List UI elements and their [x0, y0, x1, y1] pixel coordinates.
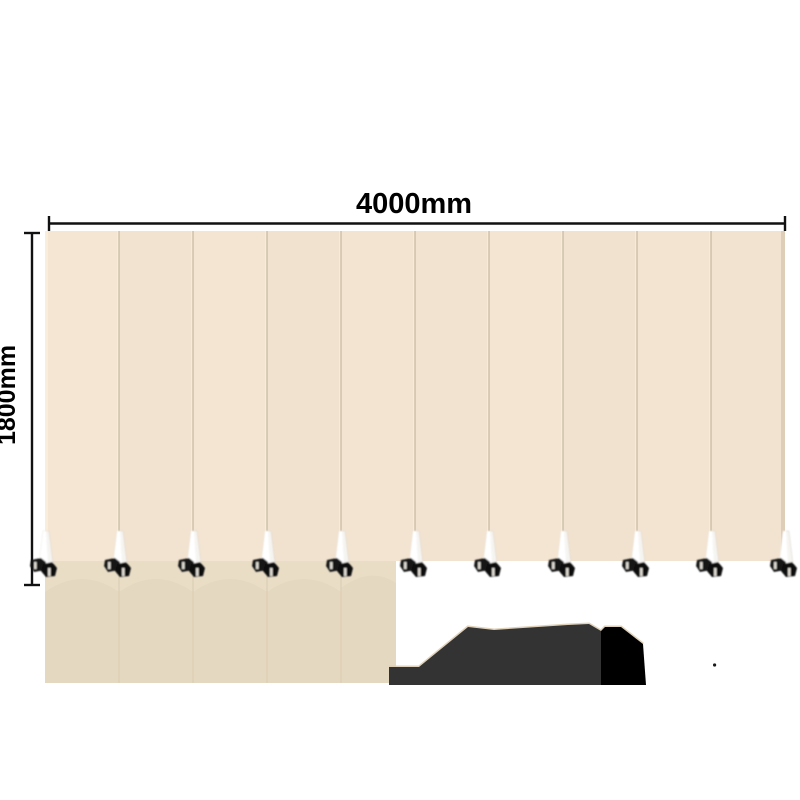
- svg-text:1800mm: 1800mm: [0, 345, 21, 445]
- svg-text:4000mm: 4000mm: [356, 188, 472, 220]
